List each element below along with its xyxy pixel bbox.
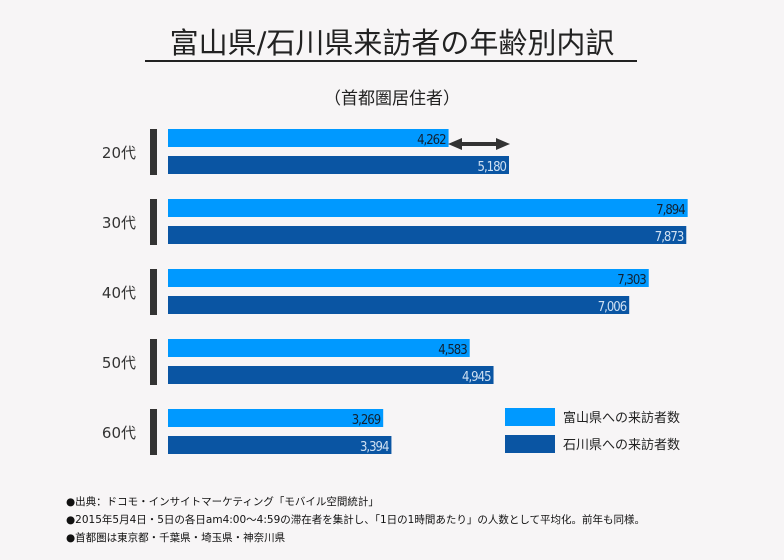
legend-label-toyama: 富山県への来訪者数	[563, 411, 681, 426]
data-label: 7,873	[655, 230, 684, 245]
bar-ishikawa	[168, 296, 630, 314]
data-label: 3,269	[352, 413, 381, 428]
data-label: 7,006	[598, 300, 627, 315]
data-label: 7,894	[656, 203, 685, 218]
bar-ishikawa	[168, 436, 392, 454]
bar-ishikawa	[168, 156, 509, 174]
data-label: 4,583	[438, 343, 467, 358]
legend-item-toyama: 富山県への来訪者数	[505, 407, 680, 426]
data-label: 4,262	[417, 133, 446, 148]
legend-swatch-ishikawa	[505, 434, 555, 453]
category-label: 30代	[102, 214, 136, 232]
bar-chart: 20代 4,262 5,180 30代 7,894 7,873 40代 7,303 7,006 5…	[102, 129, 688, 455]
category-label: 20代	[102, 144, 136, 162]
data-label: 7,303	[617, 273, 646, 288]
category-marker	[150, 129, 157, 175]
data-label: 3,394	[360, 440, 389, 455]
data-label: 4,945	[462, 370, 491, 385]
bar-toyama	[168, 129, 449, 147]
bar-ishikawa	[168, 226, 687, 244]
chart-subtitle: （首都圏居住者）	[324, 89, 460, 109]
footnote-method: ●2015年5月4日・5日の各日am4:00～4:59の滞在者を集計し、「1日の…	[66, 514, 646, 526]
legend-swatch-toyama	[505, 407, 555, 426]
bar-toyama	[168, 339, 470, 357]
bar-toyama	[168, 409, 384, 427]
category-label: 40代	[102, 284, 136, 302]
footnote-source: ●出典：ドコモ・インサイトマーケティング「モバイル空間統計」	[66, 496, 379, 508]
arrow-head-right	[496, 138, 510, 150]
chart-title: 富山県/石川県来訪者の年齢別内訳	[169, 26, 615, 60]
arrow-head-left	[448, 138, 462, 150]
bar-toyama	[168, 199, 688, 217]
title-underline	[145, 60, 637, 62]
category-label: 60代	[102, 424, 136, 442]
category-marker	[150, 269, 157, 315]
category-marker	[150, 409, 157, 455]
bar-toyama	[168, 269, 649, 287]
footnotes: ●出典：ドコモ・インサイトマーケティング「モバイル空間統計」 ●2015年5月4…	[66, 493, 645, 547]
bar-ishikawa	[168, 366, 494, 384]
data-label: 5,180	[478, 160, 507, 175]
legend-label-ishikawa: 石川県への来訪者数	[563, 438, 681, 453]
category-marker	[150, 199, 157, 245]
category-label: 50代	[102, 354, 136, 372]
footnote-region: ●首都圏は東京都・千葉県・埼玉県・神奈川県	[66, 532, 286, 544]
legend-item-ishikawa: 石川県への来訪者数	[505, 434, 680, 453]
category-marker	[150, 339, 157, 385]
